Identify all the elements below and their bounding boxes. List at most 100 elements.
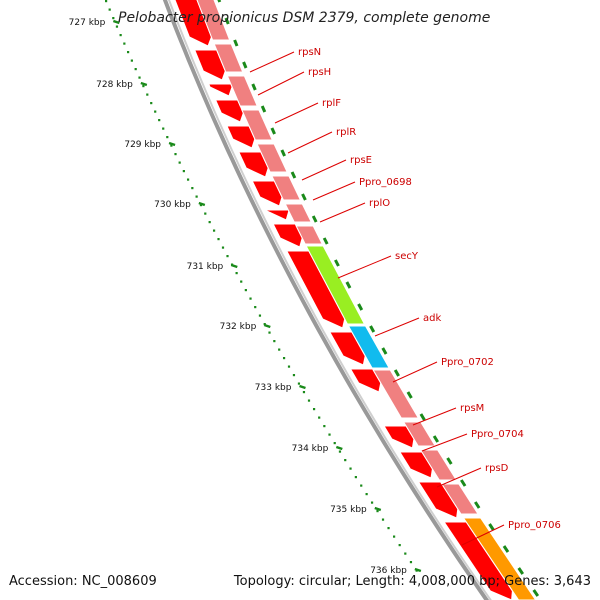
gc-skew-tick (517, 567, 525, 575)
ruler-tick-label: 729 kbp (124, 140, 161, 150)
backbone-inner-line (167, 0, 492, 600)
ruler-dot (278, 348, 281, 351)
genome-title: Pelobacter propionicus DSM 2379, complet… (118, 10, 491, 26)
gc-skew-tick (460, 479, 467, 487)
reverse-gene-arrow (349, 368, 382, 393)
forward-gene-segment (271, 175, 302, 201)
ruler-dot (268, 331, 271, 334)
ruler-dot (134, 68, 137, 71)
ruler-dot (258, 314, 262, 317)
ruler-dot (204, 212, 207, 215)
ruler-dot (365, 493, 368, 496)
ruler-dot (287, 365, 291, 368)
ruler-dot (398, 544, 401, 547)
gc-skew-tick (488, 523, 495, 531)
topology-summary: Topology: circular; Length: 4,008,000 bp… (234, 574, 591, 589)
ruler-tick-label: 727 kbp (69, 18, 106, 28)
ruler-dot (138, 76, 141, 79)
ruler-dot (244, 289, 247, 292)
ruler-dot (150, 102, 153, 105)
ruler-dot (282, 357, 286, 360)
forward-gene-segment (295, 225, 324, 245)
gene-leader-line (312, 181, 356, 201)
gene-leader-line (319, 202, 366, 223)
forward-gene-segment (462, 517, 537, 600)
gene-leader-line (412, 407, 457, 426)
ruler-dot (182, 170, 185, 173)
reverse-strand-features (174, 0, 513, 600)
reverse-gene-arrow (208, 83, 233, 97)
ruler-dot (126, 51, 130, 54)
forward-gene-segment (213, 43, 244, 73)
ruler-tick-label: 732 kbp (220, 322, 257, 332)
ruler-tick-label: 735 kbp (330, 505, 367, 515)
ruler-dot (387, 527, 390, 530)
ruler-dot (130, 59, 133, 62)
ruler-dot (381, 518, 385, 521)
ruler-major-tick (374, 506, 382, 512)
reverse-gene-arrow (238, 151, 269, 178)
ruler-dot (146, 93, 149, 96)
reverse-gene-arrow (265, 209, 290, 221)
forward-gene-segment (419, 449, 458, 481)
gene-label-ppro_0704: Ppro_0704 (471, 429, 524, 440)
forward-gene-segment (241, 109, 274, 141)
forward-gene-segment (372, 369, 420, 419)
ruler-dot (249, 297, 252, 300)
reverse-gene-arrow (174, 0, 212, 47)
ruler-dot (392, 535, 396, 538)
reverse-gene-arrow (399, 451, 433, 479)
ruler-dot (344, 459, 347, 462)
ruler-dot (112, 17, 115, 20)
gene-label-ppro_0702: Ppro_0702 (441, 357, 494, 368)
ruler-dot (221, 246, 225, 249)
ruler-tick-label: 734 kbp (292, 444, 329, 454)
ruler-dot (186, 178, 190, 181)
ruler-dot (105, 0, 108, 3)
gc-skew-tick (233, 39, 239, 47)
ruler-tick-label: 730 kbp (154, 200, 191, 210)
gene-label-secy: secY (395, 251, 419, 262)
ruler-dot (240, 280, 243, 283)
gc-skew-tick (419, 413, 426, 421)
ruler-major-tick (140, 81, 148, 87)
gc-skew-tick (251, 83, 257, 91)
ruler-major-tick (198, 201, 206, 207)
gene-label-rpsd: rpsD (485, 463, 509, 474)
ruler-dot (235, 272, 238, 275)
gene-label-rplr: rplR (336, 127, 356, 138)
gene-label-adk: adk (423, 313, 441, 324)
reverse-gene-arrow (285, 250, 346, 329)
gc-skew-tick (474, 501, 481, 509)
ruler-major-tick (414, 567, 422, 573)
ruler-dot (409, 561, 413, 564)
reverse-gene-arrow (193, 49, 226, 81)
gene-leader-line (421, 433, 468, 452)
gene-leader-line (436, 467, 482, 488)
ruler-dot (354, 476, 357, 479)
gc-skew-tick (224, 17, 230, 25)
ruler-dot (273, 340, 276, 343)
ruler-dot (312, 408, 316, 411)
ruler-dot (349, 467, 352, 470)
ruler-dot (158, 119, 161, 122)
genome-backbone (162, 0, 492, 600)
gene-label-ppro_0706: Ppro_0706 (508, 520, 561, 531)
ruler-dot (154, 110, 157, 113)
ruler-dot (174, 153, 177, 156)
gc-skew-tick (432, 435, 440, 443)
gc-skew-tick (406, 391, 413, 399)
reverse-gene-arrow (272, 223, 303, 248)
ruler-dot (323, 425, 326, 428)
gc-skew-tick (334, 259, 340, 267)
ruler-dot (328, 433, 331, 436)
gc-skew-tick (502, 545, 510, 553)
ruler-labels: 727 kbp 728 kbp 729 kbp 730 kbp 731 kbp 732 k… (69, 18, 407, 576)
reverse-gene-arrow (251, 180, 283, 207)
gene-label-leaders (249, 51, 505, 546)
gene-label-rpsn: rpsN (298, 47, 321, 58)
ruler-tick-label: 731 kbp (187, 262, 224, 272)
ruler-dot (115, 25, 119, 28)
